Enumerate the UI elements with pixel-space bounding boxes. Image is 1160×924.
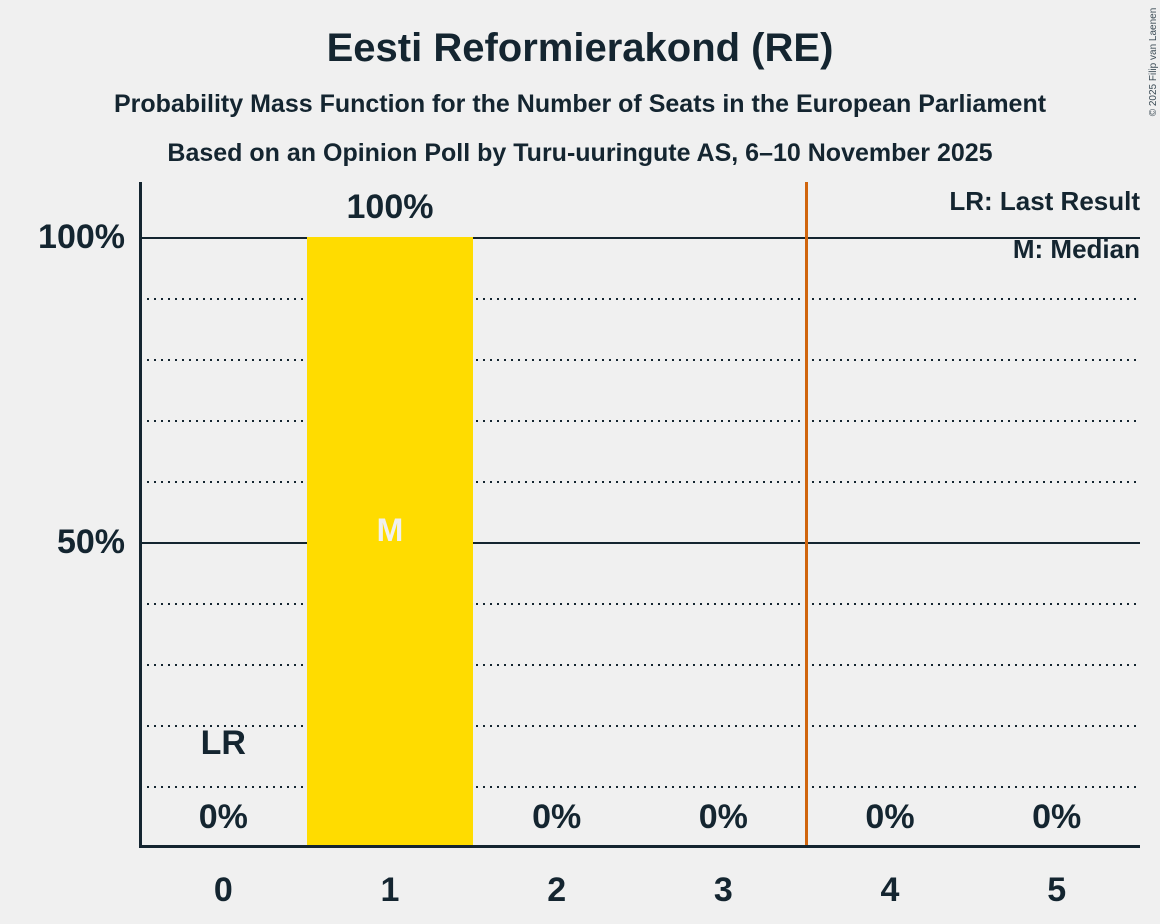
chart-poll-source: Based on an Opinion Poll by Turu-uuringu… xyxy=(167,139,993,167)
y-axis-tick-50: 50% xyxy=(56,523,125,561)
gridline-70 xyxy=(140,420,1140,422)
threshold-line xyxy=(805,182,808,847)
gridline-10 xyxy=(140,786,1140,788)
x-axis-tick-3: 3 xyxy=(713,871,733,909)
plot-area: 0% 100% 0% 0% 0% 0% M LR xyxy=(140,182,1140,847)
gridline-60 xyxy=(140,481,1140,483)
x-axis-tick-4: 4 xyxy=(880,871,900,909)
value-label-seats-2: 0% xyxy=(532,798,582,836)
median-marker: M xyxy=(376,512,404,548)
value-label-seats-0: 0% xyxy=(198,798,248,836)
gridline-40 xyxy=(140,603,1140,605)
x-axis-tick-0: 0 xyxy=(213,871,233,909)
value-label-seats-5: 0% xyxy=(1032,798,1082,836)
y-axis-tick-100: 100% xyxy=(38,218,125,256)
value-label-seats-3: 0% xyxy=(698,798,748,836)
gridline-30 xyxy=(140,664,1140,666)
gridline-80 xyxy=(140,359,1140,361)
x-axis-tick-5: 5 xyxy=(1047,871,1067,909)
bar-seats-1 xyxy=(306,237,474,847)
y-axis-line xyxy=(139,182,142,848)
x-axis-line xyxy=(139,845,1140,848)
value-label-seats-4: 0% xyxy=(865,798,915,836)
chart-title: Eesti Reformierakond (RE) xyxy=(326,26,834,70)
legend-median: M: Median xyxy=(1012,234,1140,264)
x-axis-tick-1: 1 xyxy=(380,871,400,909)
gridline-100 xyxy=(140,237,1140,239)
chart-subtitle: Probability Mass Function for the Number… xyxy=(113,90,1047,118)
value-label-seats-1: 100% xyxy=(346,188,434,226)
copyright-notice: © 2025 Filip van Laenen xyxy=(1148,7,1159,117)
gridline-90 xyxy=(140,298,1140,300)
last-result-marker: LR xyxy=(200,724,246,762)
gridline-20 xyxy=(140,725,1140,727)
x-axis-tick-2: 2 xyxy=(547,871,567,909)
gridline-50 xyxy=(140,542,1140,544)
legend-last-result: LR: Last Result xyxy=(949,186,1140,216)
